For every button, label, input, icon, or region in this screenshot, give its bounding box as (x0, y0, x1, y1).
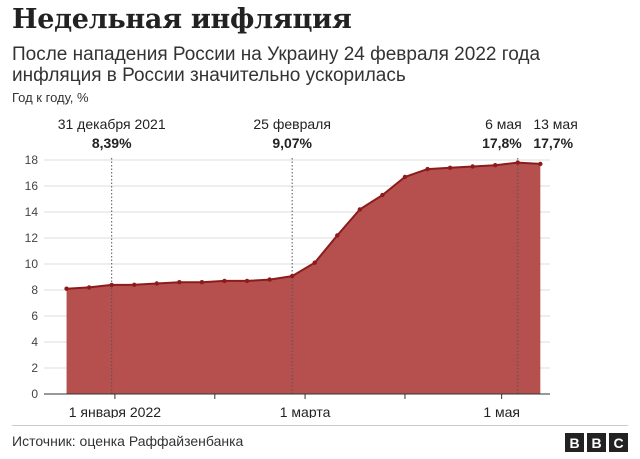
data-point (312, 260, 317, 265)
data-point (380, 192, 385, 198)
chart-title: Недельная инфляция (12, 4, 352, 35)
data-point (515, 160, 520, 165)
y-tick-label: 14 (25, 205, 39, 219)
x-tick-label: 1 мая (483, 404, 520, 418)
annotation-value: 17,7% (533, 135, 573, 151)
inflation-chart: 0 2 4 6 8 10 12 14 16 18 1 января 2022 1 марта 1 мая… (25, 116, 578, 418)
data-point (493, 163, 498, 168)
data-point (470, 164, 475, 169)
area-fill (66, 162, 541, 394)
inflation-series (64, 160, 543, 291)
annotation-date: 13 мая (533, 116, 577, 132)
data-point (425, 166, 430, 172)
data-point (177, 280, 182, 285)
y-tick-label: 4 (31, 335, 38, 349)
data-point (267, 277, 272, 282)
x-tick-label: 1 марта (280, 404, 331, 418)
data-point (357, 207, 363, 212)
chart-subtitle: После нападения России на Украину 24 фев… (12, 44, 541, 86)
series-line (66, 161, 541, 290)
data-point (109, 282, 114, 288)
logo-letter: C (609, 433, 628, 452)
annotation-date: 31 декабря 2021 (58, 116, 166, 132)
x-tick-label: 1 января 2022 (69, 404, 162, 418)
annotation-value: 9,07% (272, 135, 312, 151)
data-point (538, 161, 543, 167)
data-point (244, 278, 250, 284)
bbc-logo: B B C (565, 433, 628, 452)
y-tick-label: 8 (31, 283, 38, 297)
data-point (335, 233, 340, 238)
logo-letter: B (587, 433, 606, 452)
annotation-lines (111, 158, 519, 394)
axes: 0 2 4 6 8 10 12 14 16 18 1 января 2022 1 марта 1 мая (25, 153, 550, 418)
source-note: Источник: оценка Раффайзенбанка (12, 433, 244, 449)
data-point (154, 281, 160, 286)
data-point (447, 165, 453, 170)
annotation-date: 6 мая (485, 116, 522, 132)
inflation-area (66, 162, 541, 394)
annotation-value: 8,39% (92, 135, 132, 151)
y-tick-label: 12 (25, 231, 39, 245)
y-tick-label: 2 (31, 361, 38, 375)
data-point (402, 174, 408, 180)
annotations: 31 декабря 2021 8,39% 25 февраля 9,07% 6 мая… (58, 116, 578, 151)
y-tick-label: 10 (25, 257, 39, 271)
data-point (86, 285, 92, 290)
data-point (64, 286, 69, 291)
y-tick-label: 6 (31, 309, 38, 323)
footer-divider (12, 425, 628, 426)
annotation-value: 17,8% (482, 135, 522, 151)
y-axis-label: Год к году, % (12, 90, 89, 105)
data-point (199, 280, 205, 285)
y-tick-label: 16 (25, 179, 39, 193)
data-point (132, 282, 137, 287)
annotation-date: 25 февраля (253, 116, 331, 132)
y-tick-label: 18 (25, 153, 39, 167)
data-point (289, 273, 295, 279)
logo-letter: B (565, 433, 584, 452)
chart-area: 0 2 4 6 8 10 12 14 16 18 1 января 2022 1 марта 1 мая… (0, 108, 640, 418)
data-point (222, 278, 227, 284)
y-tick-label: 0 (31, 387, 38, 401)
